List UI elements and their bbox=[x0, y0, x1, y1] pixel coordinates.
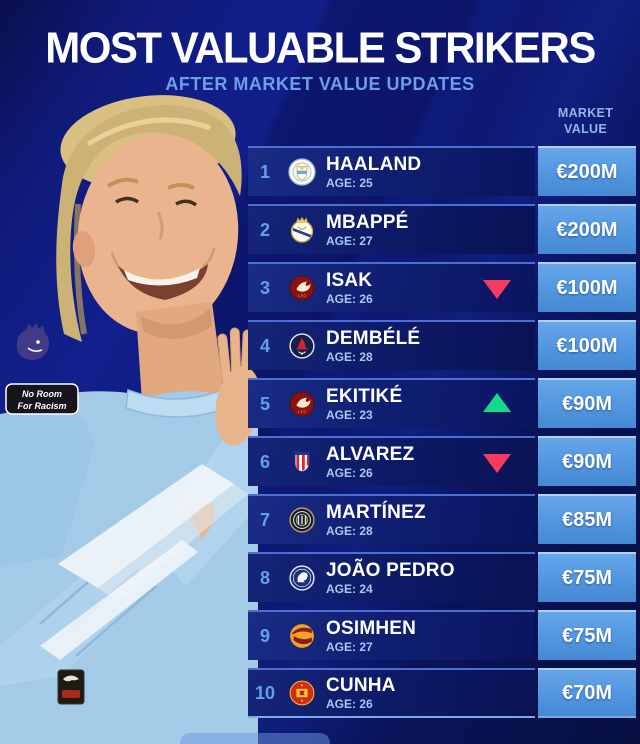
market-value-cell: €85M bbox=[538, 494, 636, 544]
armband-text-line1: No Room bbox=[22, 389, 62, 399]
player-age: AGE: 24 bbox=[326, 581, 373, 596]
player-name: MBAPPÉ bbox=[326, 211, 409, 233]
table-row: 1 HAALAND AGE: 25 €200M bbox=[248, 146, 636, 196]
real-madrid-crest-icon bbox=[288, 216, 316, 244]
player-name: HAALAND bbox=[326, 153, 422, 175]
cutoff-rounded-element bbox=[180, 733, 330, 744]
galatasaray-crest-icon bbox=[288, 622, 316, 650]
rank-label: 10 bbox=[254, 682, 276, 703]
table-row: 6 ALVAREZ AGE: 26 €90M bbox=[248, 436, 636, 486]
player-age: AGE: 23 bbox=[326, 407, 373, 422]
player-cell: 3 L.F.C ISAK AGE: 26 bbox=[248, 262, 535, 312]
player-cell: 6 ALVAREZ AGE: 26 bbox=[248, 436, 535, 486]
player-cell: 8 JOÃO PEDRO AGE: 24 bbox=[248, 552, 535, 602]
chelsea-crest-icon bbox=[288, 564, 316, 592]
rank-label: 2 bbox=[259, 219, 270, 240]
player-age: AGE: 27 bbox=[326, 233, 373, 248]
table-row: 5 L.F.C EKITIKÉ AGE: 23 €90M bbox=[248, 378, 636, 428]
player-cell: 9 OSIMHEN AGE: 27 bbox=[248, 610, 535, 660]
page-subtitle: AFTER MARKET VALUE UPDATES bbox=[165, 74, 475, 94]
player-cell: 10 CUNHA AGE: 26 bbox=[248, 668, 535, 718]
market-value-cell: €90M bbox=[538, 436, 636, 486]
player-cell: 7 MARTÍNEZ AGE: 28 bbox=[248, 494, 535, 544]
market-value-cell: €70M bbox=[538, 668, 636, 718]
player-age: AGE: 27 bbox=[326, 639, 373, 654]
rank-label: 4 bbox=[259, 335, 270, 356]
player-name: EKITIKÉ bbox=[326, 385, 403, 407]
up-arrow-icon bbox=[483, 393, 511, 412]
player-age: AGE: 25 bbox=[326, 175, 373, 190]
svg-text:L.F.C: L.F.C bbox=[298, 294, 307, 298]
player-photo: No Room For Racism bbox=[0, 84, 261, 744]
atletico-madrid-crest-icon bbox=[288, 448, 316, 476]
rank-label: 8 bbox=[259, 567, 270, 588]
player-name: JOÃO PEDRO bbox=[326, 559, 455, 581]
player-name: MARTÍNEZ bbox=[326, 501, 426, 523]
rank-label: 5 bbox=[259, 393, 270, 414]
player-age: AGE: 26 bbox=[326, 291, 373, 306]
player-name: ISAK bbox=[326, 269, 373, 291]
rank-label: 6 bbox=[259, 451, 270, 472]
rank-label: 9 bbox=[259, 625, 270, 646]
svg-text:L.F.C: L.F.C bbox=[298, 410, 307, 414]
puma-tag-icon bbox=[57, 669, 85, 705]
manchester-city-crest-icon bbox=[288, 158, 316, 186]
player-age: AGE: 28 bbox=[326, 523, 373, 538]
market-value-cell: €100M bbox=[538, 320, 636, 370]
player-name: CUNHA bbox=[326, 674, 396, 696]
market-value-cell: €75M bbox=[538, 552, 636, 602]
market-value-header-line2: VALUE bbox=[564, 121, 607, 136]
down-arrow-icon bbox=[483, 280, 511, 299]
table-row: 4 DEMBÉLÉ AGE: 28 €100M bbox=[248, 320, 636, 370]
table-row: 10 CUNHA AGE: 26 €70M bbox=[248, 668, 636, 718]
armband-text-line2: For Racism bbox=[17, 401, 66, 411]
player-cell: 1 HAALAND AGE: 25 bbox=[248, 146, 535, 196]
market-value-cell: €200M bbox=[538, 146, 636, 196]
player-age: AGE: 28 bbox=[326, 349, 373, 364]
table-row: 3 L.F.C ISAK AGE: 26 €100M bbox=[248, 262, 636, 312]
liverpool-crest-icon: L.F.C bbox=[288, 274, 316, 302]
player-age: AGE: 26 bbox=[326, 465, 373, 480]
strikers-ranking-table: 1 HAALAND AGE: 25 €200M 2 MBAPPÉ AGE bbox=[248, 146, 636, 718]
table-row: 9 OSIMHEN AGE: 27 €75M bbox=[248, 610, 636, 660]
market-value-cell: €100M bbox=[538, 262, 636, 312]
player-face bbox=[72, 134, 239, 334]
market-value-column-header: MARKET VALUE bbox=[535, 106, 636, 137]
psg-crest-icon bbox=[288, 332, 316, 360]
shirt-sash-stripes bbox=[40, 464, 248, 660]
manchester-united-crest-icon bbox=[288, 679, 316, 707]
rank-label: 1 bbox=[259, 161, 270, 182]
player-name: ALVAREZ bbox=[326, 443, 415, 465]
page-title: MOST VALUABLE STRIKERS bbox=[45, 23, 596, 72]
player-cell: 5 L.F.C EKITIKÉ AGE: 23 bbox=[248, 378, 535, 428]
down-arrow-icon bbox=[483, 454, 511, 473]
market-value-cell: €75M bbox=[538, 610, 636, 660]
rank-label: 7 bbox=[259, 509, 270, 530]
table-row: 7 MARTÍNEZ AGE: 28 €85M bbox=[248, 494, 636, 544]
inter-milan-crest-icon bbox=[288, 506, 316, 534]
rank-label: 3 bbox=[259, 277, 270, 298]
market-value-header-line1: MARKET bbox=[557, 106, 614, 120]
liverpool-crest-icon: L.F.C bbox=[288, 390, 316, 418]
player-age: AGE: 26 bbox=[326, 696, 373, 711]
market-value-cell: €90M bbox=[538, 378, 636, 428]
player-cell: 2 MBAPPÉ AGE: 27 bbox=[248, 204, 535, 254]
no-room-for-racism-badge: No Room For Racism bbox=[5, 383, 79, 415]
player-name: DEMBÉLÉ bbox=[326, 327, 421, 349]
player-cell: 4 DEMBÉLÉ AGE: 28 bbox=[248, 320, 535, 370]
player-name: OSIMHEN bbox=[326, 617, 417, 639]
premier-league-lion-badge-icon bbox=[16, 323, 50, 361]
market-value-cell: €200M bbox=[538, 204, 636, 254]
table-row: 8 JOÃO PEDRO AGE: 24 €75M bbox=[248, 552, 636, 602]
table-row: 2 MBAPPÉ AGE: 27 €200M bbox=[248, 204, 636, 254]
